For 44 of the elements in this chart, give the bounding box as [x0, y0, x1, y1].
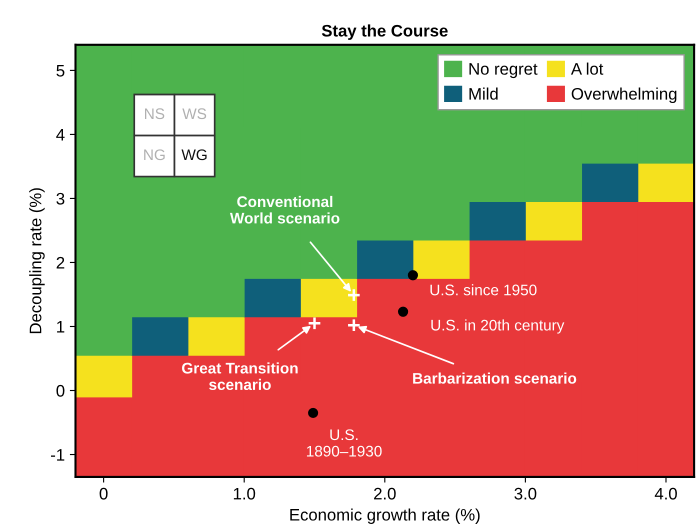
x-tick-label: 0 — [100, 488, 108, 500]
annotation: WG — [181, 149, 207, 160]
annotation: U.S. since 1950 — [430, 284, 537, 296]
y-axis-title: Decoupling rate (%) — [29, 188, 45, 334]
y-tick-label: 4 — [56, 128, 65, 140]
legend-label: Mild — [469, 88, 498, 100]
legend-label: Overwhelming — [572, 88, 676, 104]
annotation: Conventional World scenario — [230, 196, 340, 224]
bar — [300, 278, 358, 318]
point — [398, 306, 408, 317]
annotation: WS — [182, 108, 206, 120]
x-axis-title: Economic growth rate (%) — [290, 508, 480, 524]
point — [346, 318, 361, 332]
y-tick-label: 2 — [56, 256, 64, 269]
x-tick-label: 4.0 — [654, 488, 677, 500]
y-tick-label: 0 — [56, 384, 64, 397]
annotation: NG — [144, 149, 165, 160]
y-tick-label: 3 — [56, 192, 64, 205]
annotation: U.S. in 20th century — [431, 319, 564, 334]
y-tick-label: -1 — [50, 449, 64, 461]
legend-label: No regret — [469, 63, 538, 78]
point — [308, 408, 318, 418]
bar — [581, 162, 638, 202]
y-tick-label: 1 — [57, 321, 64, 333]
bar — [131, 316, 188, 356]
x-tick-label: 2.0 — [374, 488, 396, 500]
bar — [637, 162, 694, 202]
legend-label: A lot — [570, 62, 604, 75]
bar — [188, 316, 245, 356]
annotation: Great Transition scenario — [182, 362, 298, 390]
x-tick-label: 3.0 — [514, 488, 536, 500]
x-tick-label: 1.0 — [234, 488, 256, 500]
annotation: Barbarization scenario — [413, 372, 576, 384]
bar — [524, 201, 582, 240]
chart-title: Stay the Course — [322, 24, 448, 40]
bar — [356, 240, 414, 279]
bar — [468, 201, 526, 240]
bar — [75, 354, 132, 398]
y-tick-label: 5 — [56, 64, 64, 77]
annotation: NS — [145, 108, 164, 120]
bar — [412, 240, 470, 279]
annotation: U.S. 1890–1930 — [306, 429, 382, 457]
bar — [244, 278, 301, 318]
point — [408, 270, 418, 280]
